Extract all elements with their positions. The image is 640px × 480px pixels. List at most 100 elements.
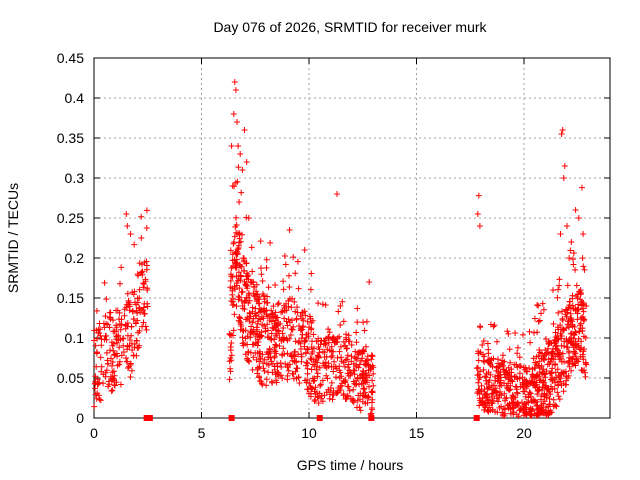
data-point [495, 398, 502, 405]
data-point [140, 307, 147, 314]
data-point [328, 379, 335, 386]
data-point-peak [334, 191, 340, 197]
data-point [254, 364, 261, 371]
data-point [556, 282, 563, 289]
data-point [126, 301, 133, 308]
data-point [510, 405, 517, 412]
data-point [133, 301, 140, 308]
data-point [527, 412, 534, 419]
data-point [552, 329, 559, 336]
data-point [247, 334, 254, 341]
data-point [527, 339, 534, 346]
zero-marker [228, 415, 235, 421]
data-point [570, 250, 577, 256]
data-point [131, 288, 138, 295]
data-point [486, 383, 493, 390]
data-point [513, 389, 520, 396]
data-point [483, 377, 489, 384]
data-point [229, 263, 236, 270]
data-point [345, 361, 352, 368]
data-point [295, 285, 302, 292]
data-point [114, 307, 121, 314]
data-point [475, 379, 482, 386]
data-point [259, 291, 266, 297]
y-tick-label: 0.1 [65, 330, 85, 346]
data-point [519, 374, 526, 381]
data-point [326, 395, 333, 402]
data-point [107, 373, 114, 380]
data-point [488, 391, 495, 398]
data-point [548, 369, 555, 376]
data-point [279, 330, 286, 337]
data-point [296, 380, 303, 386]
data-point [243, 294, 250, 301]
data-point [257, 238, 264, 245]
data-point [555, 309, 562, 316]
data-point [369, 406, 376, 413]
data-point [256, 358, 263, 365]
data-point [259, 278, 266, 284]
data-point [496, 377, 502, 384]
data-point [267, 239, 274, 246]
data-point [568, 334, 575, 341]
data-point [241, 278, 248, 285]
y-tick-label: 0.4 [65, 90, 85, 106]
data-point [534, 329, 541, 336]
data-point [559, 326, 566, 333]
data-point [361, 348, 368, 355]
data-point [514, 390, 521, 397]
data-point [562, 311, 569, 318]
data-point [286, 295, 293, 302]
data-point-peak [228, 143, 235, 149]
data-point [267, 335, 274, 342]
data-point [118, 316, 125, 323]
data-point [93, 307, 100, 314]
data-point [353, 339, 360, 346]
data-point [501, 412, 508, 419]
data-point [300, 323, 307, 330]
data-point-peak [559, 127, 566, 133]
data-point [481, 358, 488, 365]
data-point [344, 356, 351, 363]
data-point [95, 392, 102, 399]
data-point [270, 303, 277, 310]
data-point [144, 303, 151, 310]
data-point [244, 273, 251, 280]
data-point [283, 335, 290, 342]
data-point [548, 383, 554, 390]
data-point [480, 366, 487, 373]
data-point [108, 355, 114, 362]
data-point [522, 364, 529, 371]
data-point [364, 399, 371, 406]
data-point [239, 334, 246, 341]
data-point [263, 264, 270, 271]
data-point [268, 318, 275, 325]
data-point-peak [235, 143, 242, 149]
data-point [496, 363, 503, 370]
x-tick-label: 20 [516, 425, 532, 441]
data-point [268, 307, 275, 314]
data-point-peak [475, 192, 482, 199]
data-point [311, 363, 318, 369]
data-point [577, 291, 584, 298]
data-point [124, 290, 131, 297]
data-point [94, 335, 101, 342]
data-point [523, 404, 530, 411]
data-point [316, 346, 323, 353]
data-point [505, 330, 512, 337]
data-point [279, 308, 286, 315]
data-point [113, 324, 120, 331]
data-point [515, 400, 522, 407]
data-point [127, 374, 134, 380]
data-point [344, 352, 351, 359]
data-point [348, 358, 355, 365]
data-point [485, 408, 492, 415]
data-point [525, 394, 532, 401]
data-point [325, 360, 332, 367]
data-point [570, 353, 577, 360]
zero-marker [368, 415, 375, 421]
data-point [532, 359, 539, 366]
data-points [91, 79, 590, 420]
data-point [475, 348, 482, 355]
